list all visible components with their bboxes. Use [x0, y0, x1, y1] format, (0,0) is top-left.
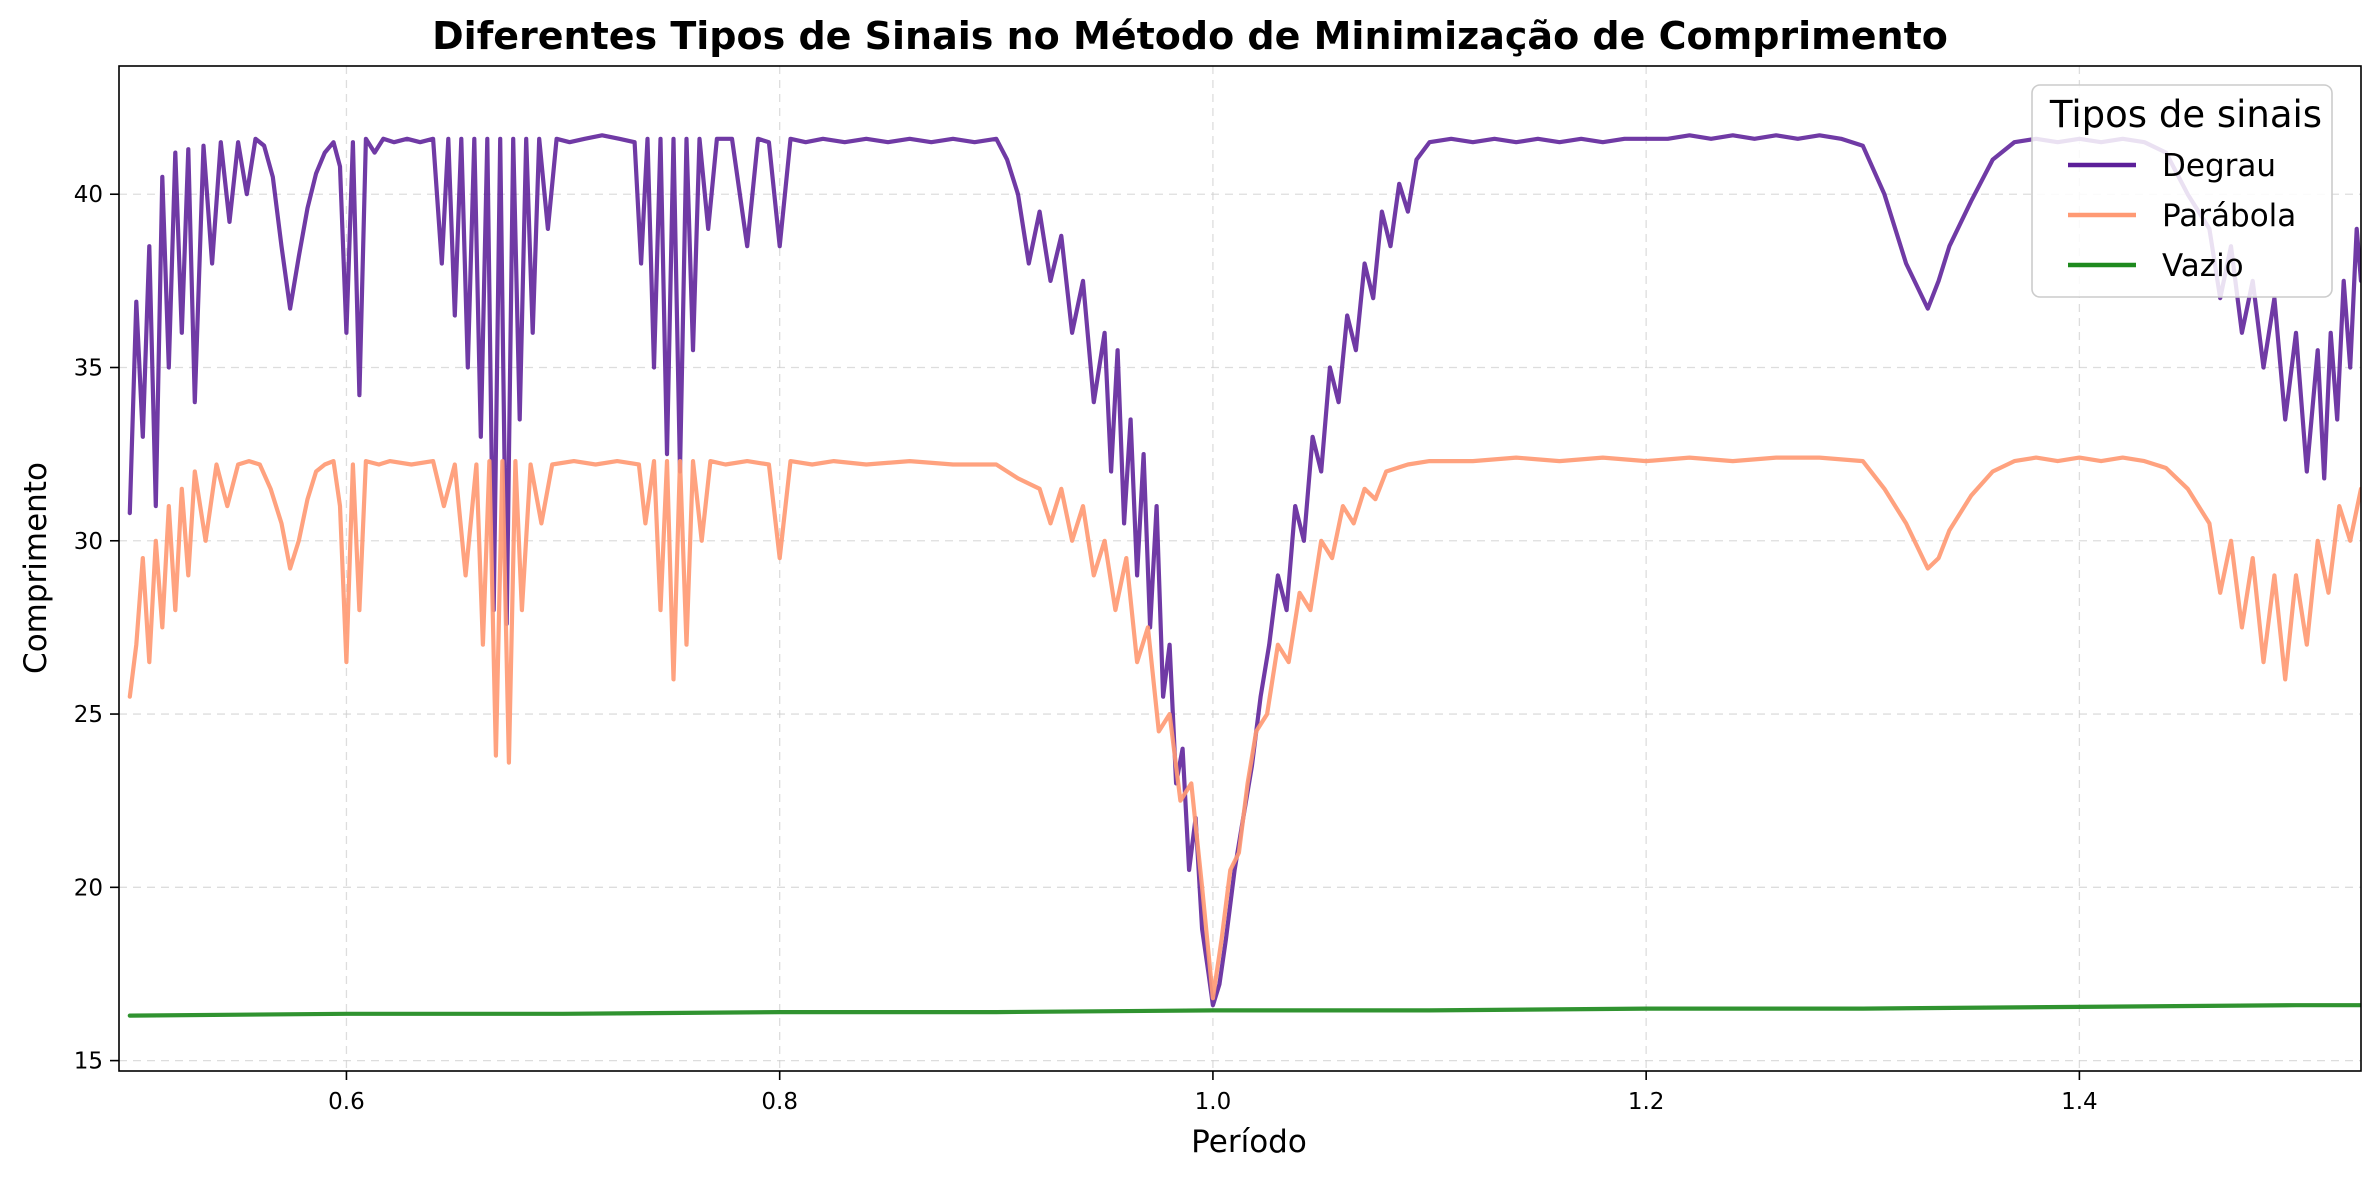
y-tick-label: 25	[74, 702, 103, 728]
x-tick-label: 0.6	[328, 1089, 365, 1115]
x-tick-label: 1.0	[1195, 1089, 1232, 1115]
legend-label: Degrau	[2162, 148, 2276, 184]
x-axis-label: Período	[1191, 1124, 1307, 1160]
legend: Tipos de sinais Degrau Parábola Vazio	[2031, 84, 2333, 298]
legend-label: Vazio	[2162, 248, 2244, 284]
y-axis-ticks: 15 20 25 30 35 40	[74, 182, 119, 1075]
x-tick-label: 0.8	[761, 1089, 798, 1115]
series-line-vazio	[127, 1003, 2361, 1018]
series-line-degrau	[127, 133, 2361, 1008]
legend-title: Tipos de sinais	[2049, 93, 2322, 136]
y-tick-label: 15	[74, 1049, 103, 1075]
grid-layer	[119, 66, 2361, 1071]
legend-box	[2031, 84, 2333, 298]
series-layer	[127, 133, 2361, 1018]
chart-title: Diferentes Tipos de Sinais no Método de …	[432, 14, 1948, 58]
series-line-parábola	[127, 455, 2361, 1001]
x-tick-label: 1.2	[1628, 1089, 1665, 1115]
legend-label: Parábola	[2162, 198, 2296, 234]
axes-frame	[118, 65, 2362, 1072]
y-tick-label: 30	[74, 529, 103, 555]
y-tick-label: 35	[74, 356, 103, 382]
legend-entries: Degrau Parábola Vazio	[2068, 148, 2296, 284]
y-axis-label: Comprimento	[18, 462, 54, 674]
x-tick-label: 1.4	[2061, 1089, 2098, 1115]
y-tick-label: 40	[74, 182, 103, 208]
y-tick-label: 20	[74, 875, 103, 901]
x-axis-ticks: 0.6 0.8 1.0 1.2 1.4	[328, 1071, 2098, 1115]
